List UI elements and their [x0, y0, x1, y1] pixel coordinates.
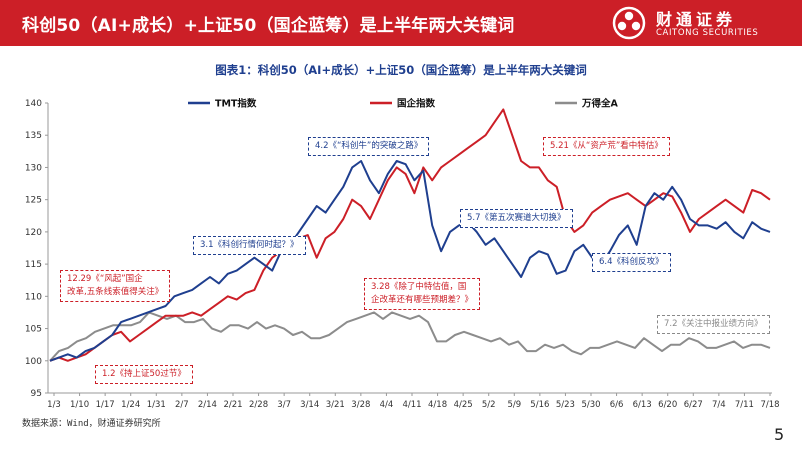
y-tick-label: 135 [25, 131, 42, 141]
data-source-note: 数据来源：Wind，财通证券研究所 [22, 419, 161, 429]
y-tick-label: 115 [25, 260, 42, 270]
x-tick-label: 7/18 [760, 400, 779, 410]
legend-label-2: 万得全A [581, 98, 619, 110]
brand-name-en: CAITONG SECURITIES [656, 28, 759, 38]
y-tick-label: 110 [25, 292, 42, 302]
x-tick-label: 3/14 [300, 400, 319, 410]
brand-name-cn: 财通证券 [656, 10, 737, 29]
annotation-kechuang-counter: 6.4《科创反攻》 [592, 253, 671, 272]
y-tick-label: 130 [25, 163, 42, 173]
x-tick-label: 7/4 [712, 400, 726, 410]
x-tick-label: 6/13 [633, 400, 652, 410]
y-tick-label: 125 [25, 196, 42, 206]
legend-label-1: 国企指数 [397, 98, 436, 110]
x-tick-label: 6/6 [610, 400, 624, 410]
annotation-soe-reform: 12.29《“风起”国企 改革,五条线索值得关注》 [60, 270, 171, 302]
legend-label-0: TMT指数 [215, 98, 257, 110]
x-tick-label: 3/7 [277, 400, 291, 410]
y-tick-label: 140 [25, 99, 42, 109]
x-tick-label: 4/4 [380, 400, 394, 410]
annotation-track-switch: 5.7《第五次赛道大切换》 [460, 209, 573, 228]
annotation-kechuang-bull: 4.2《“科创牛”的突破之路》 [308, 137, 430, 156]
page-number: 5 [774, 425, 785, 444]
x-tick-label: 5/30 [581, 400, 600, 410]
annotation-kechuang-when: 3.1《科创行情何时起？》 [193, 236, 306, 255]
figure-title: 图表1：科创50（AI+成长）+上证50（国企蓝筹）是上半年两大关键词 [215, 63, 587, 77]
x-tick-label: 1/31 [147, 400, 166, 410]
y-tick-label: 100 [25, 357, 42, 367]
logo-mark-icon [612, 6, 646, 40]
y-tick-label: 105 [25, 325, 42, 335]
x-tick-label: 5/23 [556, 400, 575, 410]
x-tick-label: 7/11 [735, 400, 754, 410]
x-tick-label: 2/28 [249, 400, 268, 410]
annotation-asset-shortage: 5.21《从“资产荒”看中特估》 [543, 137, 670, 156]
x-tick-label: 5/2 [482, 400, 496, 410]
x-tick-label: 6/27 [684, 400, 703, 410]
x-tick-label: 6/20 [658, 400, 677, 410]
annotation-midyear-earnings: 7.2《关注中报业绩方向》 [657, 315, 770, 334]
x-tick-label: 4/25 [454, 400, 473, 410]
x-tick-label: 4/18 [428, 400, 447, 410]
y-tick-label: 95 [31, 389, 42, 399]
x-tick-label: 5/9 [507, 400, 521, 410]
x-tick-label: 1/10 [70, 400, 89, 410]
x-tick-label: 2/21 [223, 400, 242, 410]
annotation-soe-gap: 3.28《除了中特估值，国 企改革还有哪些预期差？》 [364, 278, 481, 310]
page-title: 科创50（AI+成长）+上证50（国企蓝筹）是上半年两大关键词 [22, 16, 515, 36]
x-tick-label: 3/28 [351, 400, 370, 410]
x-tick-label: 1/24 [121, 400, 140, 410]
annotation-sse50-holiday: 1.2《持上证50过节》 [95, 365, 193, 384]
header-bar: 科创50（AI+成长）+上证50（国企蓝筹）是上半年两大关键词 财通证券 CAI… [0, 0, 802, 46]
x-tick-label: 3/21 [326, 400, 345, 410]
line-chart: 95 100 105 110 115 120 125 130 135 140 1/3 1/10 1/17… [25, 98, 780, 411]
x-tick-label: 2/14 [198, 400, 217, 410]
x-tick-label: 2/7 [175, 400, 189, 410]
x-tick-label: 1/3 [47, 400, 61, 410]
y-tick-label: 120 [25, 228, 42, 238]
x-tick-label: 4/11 [402, 400, 421, 410]
series-line-2 [49, 311, 771, 362]
series-line-1 [49, 108, 771, 362]
x-tick-label: 1/17 [96, 400, 115, 410]
brand-logo: 财通证券 CAITONG SECURITIES [612, 5, 792, 43]
x-tick-label: 5/16 [530, 400, 549, 410]
